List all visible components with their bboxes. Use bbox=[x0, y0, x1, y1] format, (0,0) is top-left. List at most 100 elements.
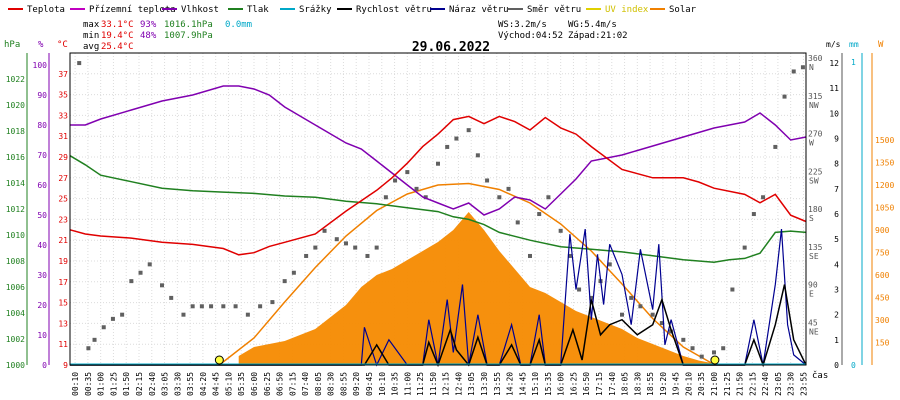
wind-dir-point-11 bbox=[181, 312, 186, 317]
plot-frame bbox=[69, 52, 807, 366]
stat-max-hum: 93% bbox=[140, 20, 157, 30]
tick-time-57: 23:55 bbox=[799, 372, 808, 396]
tick-time-16: 06:50 bbox=[276, 372, 285, 396]
legend-label-wind_speed: Rychlost větru bbox=[356, 5, 432, 15]
tick-dir-deg-4: 225 bbox=[808, 167, 823, 176]
tick-w-8: 1350 bbox=[875, 159, 894, 168]
wind-dir-point-59 bbox=[681, 337, 686, 342]
wind-dir-point-21 bbox=[291, 270, 296, 275]
wind-dir-point-14 bbox=[209, 304, 214, 309]
tick-time-34: 14:20 bbox=[506, 372, 515, 396]
wind-dir-point-35 bbox=[436, 161, 440, 166]
tick-time-18: 07:40 bbox=[301, 372, 310, 396]
legend-label-gust: Náraz větru bbox=[449, 5, 509, 15]
tick-pct-7: 70 bbox=[37, 151, 47, 160]
wind-dir-point-32 bbox=[405, 170, 410, 175]
wind-dir-point-4 bbox=[110, 316, 115, 321]
wind-dir-point-69 bbox=[782, 94, 787, 99]
tick-pct-6: 60 bbox=[37, 181, 47, 190]
tick-time-31: 13:05 bbox=[467, 372, 476, 396]
uv-marker-1 bbox=[710, 355, 720, 365]
tick-w-0: 150 bbox=[875, 339, 890, 348]
tick-pct-2: 20 bbox=[37, 301, 47, 310]
stat-min-hum: 48% bbox=[140, 31, 157, 41]
axis-unit-time: čas bbox=[812, 370, 828, 381]
wind-dir-point-17 bbox=[245, 312, 250, 317]
wind-dir-point-2 bbox=[92, 337, 97, 342]
tick-time-29: 12:15 bbox=[442, 372, 451, 396]
tick-time-44: 18:30 bbox=[633, 372, 642, 396]
tick-time-46: 19:20 bbox=[659, 372, 668, 396]
tick-time-22: 09:20 bbox=[352, 372, 361, 396]
tick-time-6: 02:40 bbox=[148, 372, 157, 396]
tick-ms-12: 12 bbox=[829, 59, 839, 68]
wind-dir-point-50 bbox=[589, 295, 594, 300]
tick-time-54: 22:40 bbox=[761, 372, 770, 396]
tick-time-23: 09:45 bbox=[365, 372, 374, 396]
wind-dir-point-41 bbox=[497, 195, 502, 200]
stats-panel: max 33.1°C 93% 1016.1hPa 0.0mm min 19.4°… bbox=[83, 20, 252, 52]
wind-dir-point-39 bbox=[475, 153, 480, 158]
wind-dir-point-48 bbox=[567, 253, 572, 258]
tick-time-43: 18:05 bbox=[621, 372, 630, 396]
tick-time-12: 05:10 bbox=[224, 372, 233, 396]
legend-label-pressure: Tlak bbox=[247, 5, 269, 15]
tick-dir-deg-0: 45 bbox=[808, 318, 818, 327]
wind-dir-point-5 bbox=[120, 312, 125, 317]
wind-dir-point-68 bbox=[773, 144, 778, 149]
tick-time-35: 14:45 bbox=[518, 372, 527, 396]
tick-time-9: 03:55 bbox=[186, 372, 195, 396]
tick-time-20: 08:30 bbox=[327, 372, 336, 396]
tick-dir-label-2: SE bbox=[809, 252, 819, 261]
wind-dir-point-29 bbox=[374, 245, 379, 250]
wind-wg: WG:5.4m/s bbox=[568, 20, 617, 30]
wind-dir-point-55 bbox=[638, 304, 643, 309]
tick-time-2: 01:00 bbox=[97, 372, 106, 396]
tick-time-52: 21:50 bbox=[736, 372, 745, 396]
tick-time-8: 03:30 bbox=[173, 372, 182, 396]
tick-time-36: 15:10 bbox=[531, 372, 540, 396]
tick-pct-4: 40 bbox=[37, 241, 47, 250]
legend-label-uv: UV index bbox=[605, 5, 649, 15]
tick-time-27: 11:25 bbox=[416, 372, 425, 396]
tick-hpa-4: 1008 bbox=[6, 257, 25, 266]
tick-dir-deg-2: 135 bbox=[808, 243, 823, 252]
tick-w-2: 450 bbox=[875, 294, 890, 303]
tick-hpa-2: 1004 bbox=[6, 309, 25, 318]
tick-hpa-9: 1018 bbox=[6, 127, 25, 136]
wind-dir-point-3 bbox=[101, 325, 106, 330]
tick-celsius-12: 33 bbox=[58, 111, 68, 120]
tick-time-41: 17:15 bbox=[595, 372, 604, 396]
uv-marker-0 bbox=[214, 355, 224, 365]
tick-time-7: 03:05 bbox=[161, 372, 170, 396]
tick-time-50: 21:00 bbox=[710, 372, 719, 396]
wind-dir-point-9 bbox=[160, 283, 164, 288]
wind-dir-point-64 bbox=[730, 287, 735, 292]
tick-time-24: 10:10 bbox=[378, 372, 387, 396]
tick-dir-deg-1: 90 bbox=[808, 281, 818, 290]
wind-dir-point-8 bbox=[147, 262, 152, 267]
wind-dir-point-38 bbox=[466, 128, 471, 133]
tick-w-3: 600 bbox=[875, 271, 890, 280]
tick-hpa-5: 1010 bbox=[6, 231, 25, 240]
wind-dir-point-43 bbox=[515, 220, 520, 225]
tick-dir-label-3: S bbox=[809, 214, 814, 223]
axis-unit-celsius: °C bbox=[57, 40, 68, 50]
axes: hPa% °C1000100210041006100810101012101410… bbox=[4, 40, 894, 396]
tick-time-5: 02:15 bbox=[135, 372, 144, 396]
wind-dir-point-12 bbox=[190, 304, 195, 309]
stat-avg-temp: 25.4°C bbox=[101, 42, 134, 52]
stat-avg-label: avg bbox=[83, 42, 99, 52]
axis-unit-ms: m/s bbox=[826, 40, 841, 49]
tick-time-25: 10:35 bbox=[391, 372, 400, 396]
chart-title: 29.06.2022 bbox=[412, 40, 490, 55]
tick-w-4: 750 bbox=[875, 249, 890, 258]
wind-dir-point-6 bbox=[129, 279, 134, 284]
tick-w-7: 1200 bbox=[875, 181, 894, 190]
wind-dir-point-1 bbox=[86, 346, 91, 351]
wind-dir-point-18 bbox=[258, 304, 263, 309]
tick-hpa-8: 1016 bbox=[6, 153, 25, 162]
wind-dir-point-52 bbox=[607, 262, 612, 267]
tick-time-0: 00:10 bbox=[71, 372, 80, 396]
tick-dir-deg-3: 180 bbox=[808, 205, 823, 214]
